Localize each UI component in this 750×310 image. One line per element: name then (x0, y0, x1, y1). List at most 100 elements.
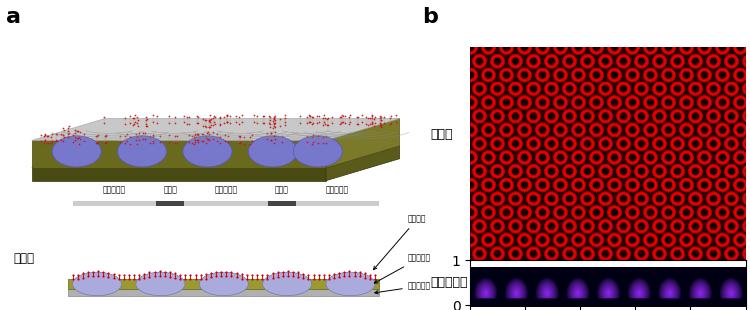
Point (118, 277, 130, 281)
Point (171, 134, 183, 139)
Point (390, 119, 402, 124)
Point (74, 130, 86, 135)
Point (182, 114, 194, 119)
Point (218, 121, 230, 126)
Point (215, 273, 227, 278)
Polygon shape (32, 168, 326, 181)
Point (203, 125, 215, 130)
Point (322, 123, 334, 128)
Text: １重層: １重層 (164, 185, 177, 194)
Point (204, 119, 216, 124)
Point (364, 277, 376, 281)
Point (364, 272, 376, 277)
Point (368, 123, 380, 128)
Point (163, 140, 175, 144)
Point (46, 132, 58, 137)
Point (139, 137, 151, 142)
Point (137, 137, 149, 142)
Bar (156, 201, 184, 206)
Point (351, 121, 363, 126)
Point (76, 275, 88, 280)
Point (207, 116, 219, 121)
Point (164, 121, 176, 126)
Point (282, 273, 294, 278)
Point (154, 273, 166, 278)
Point (137, 130, 149, 135)
Point (311, 114, 323, 119)
Point (148, 113, 160, 118)
Point (268, 140, 280, 145)
Point (308, 140, 320, 144)
Point (192, 114, 204, 119)
Point (39, 138, 51, 143)
Point (143, 274, 155, 279)
Point (256, 277, 268, 281)
Point (274, 123, 286, 128)
Point (256, 120, 268, 125)
Point (100, 140, 112, 145)
Ellipse shape (199, 133, 252, 163)
Point (360, 122, 372, 126)
Point (272, 274, 284, 279)
Point (115, 140, 127, 144)
Point (58, 128, 70, 133)
Point (220, 120, 232, 125)
Point (189, 131, 201, 136)
Point (224, 113, 236, 118)
Point (236, 276, 248, 281)
Point (222, 140, 234, 145)
Point (277, 140, 289, 145)
Point (320, 134, 332, 139)
Point (226, 274, 238, 279)
Point (82, 270, 94, 275)
Point (218, 114, 230, 119)
Point (92, 140, 104, 145)
Point (266, 126, 278, 131)
Point (35, 139, 47, 144)
Point (354, 270, 366, 275)
Point (261, 130, 273, 135)
Point (354, 274, 366, 279)
Point (220, 269, 232, 274)
Point (63, 124, 75, 129)
Point (369, 114, 381, 119)
Point (92, 140, 104, 144)
Point (148, 274, 160, 279)
Bar (296, 201, 379, 206)
Point (269, 124, 281, 129)
Point (148, 269, 160, 274)
Point (344, 273, 355, 278)
Point (201, 137, 213, 142)
Point (210, 274, 222, 279)
Point (344, 113, 356, 118)
Point (264, 121, 276, 126)
Point (92, 133, 104, 138)
Point (334, 115, 346, 120)
Ellipse shape (68, 133, 122, 163)
Point (385, 122, 397, 127)
Point (119, 134, 131, 139)
Point (39, 132, 51, 137)
Point (320, 122, 332, 127)
Point (92, 273, 104, 278)
Point (170, 114, 182, 119)
Point (128, 115, 140, 120)
Point (264, 117, 276, 122)
Point (287, 274, 299, 279)
Point (196, 123, 208, 128)
Point (56, 139, 68, 144)
Point (238, 141, 250, 146)
Point (148, 119, 160, 124)
Point (131, 117, 143, 122)
Point (205, 116, 217, 121)
Point (233, 134, 245, 139)
Bar (73, 201, 156, 206)
Point (190, 121, 202, 126)
Point (219, 139, 231, 144)
Point (124, 121, 136, 126)
Point (294, 120, 306, 125)
Point (268, 134, 280, 139)
Point (195, 277, 207, 281)
Point (182, 115, 194, 120)
Point (297, 271, 309, 276)
